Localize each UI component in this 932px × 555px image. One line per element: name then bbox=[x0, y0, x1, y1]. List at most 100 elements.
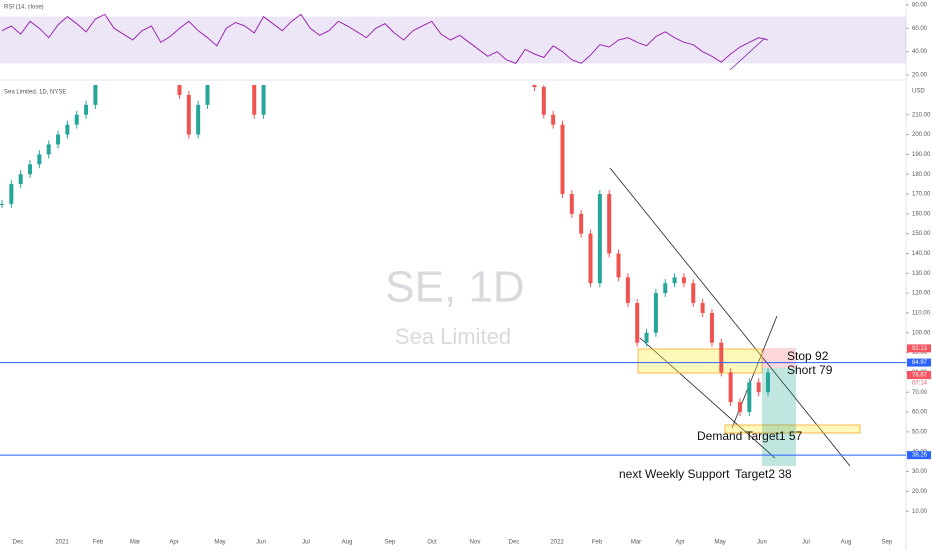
candle bbox=[672, 277, 677, 284]
rsi-line bbox=[1, 13, 769, 64]
candle bbox=[625, 277, 630, 304]
y-tick-label: 210.00 bbox=[912, 112, 931, 118]
candle bbox=[560, 124, 565, 195]
y-tick-label: 60.00 bbox=[912, 410, 928, 416]
candle bbox=[261, 85, 266, 115]
watermark-subtitle: Sea Limited bbox=[395, 324, 511, 349]
rsi-title: RSI (14, close) bbox=[4, 5, 44, 11]
candle bbox=[616, 253, 621, 278]
candle bbox=[700, 303, 705, 313]
x-tick-label: Jul bbox=[802, 540, 810, 546]
x-tick-label: Jul bbox=[302, 540, 310, 546]
candle bbox=[177, 85, 182, 95]
y-tick-label: 30.00 bbox=[912, 469, 928, 475]
currency: USD bbox=[912, 89, 925, 95]
x-tick-label: Sep bbox=[882, 540, 893, 546]
x-tick-label: Feb bbox=[93, 540, 104, 546]
rsi-band bbox=[0, 16, 906, 64]
rsi-tick-label: 40.00 bbox=[912, 49, 928, 55]
candle bbox=[756, 382, 761, 393]
y-tick-label: 140.00 bbox=[912, 251, 931, 257]
price-badge-label: 92.13 bbox=[912, 346, 928, 352]
candle bbox=[0, 203, 4, 205]
candle bbox=[709, 312, 714, 343]
price-pane bbox=[0, 85, 770, 417]
y-tick-label: 170.00 bbox=[912, 192, 931, 198]
annotation: Short 79 bbox=[787, 363, 833, 377]
y-tick-label: 150.00 bbox=[912, 231, 931, 237]
price-badge bbox=[907, 451, 931, 460]
candle bbox=[579, 213, 584, 234]
y-tick-label: 110.00 bbox=[912, 311, 931, 317]
candle bbox=[728, 372, 733, 403]
x-tick-label: 2022 bbox=[550, 540, 564, 546]
annotation: Stop 92 bbox=[787, 349, 829, 363]
candle bbox=[18, 174, 23, 185]
x-tick-label: Nov bbox=[470, 540, 481, 546]
y-tick-label: 200.00 bbox=[912, 132, 931, 138]
candle bbox=[9, 184, 14, 204]
candle bbox=[46, 144, 51, 155]
candle bbox=[644, 332, 649, 343]
x-tick-label: Aug bbox=[342, 540, 353, 546]
supply-zone bbox=[637, 348, 763, 374]
candle bbox=[653, 293, 658, 333]
x-tick-label: Oct bbox=[427, 540, 437, 546]
x-tick-label: Apr bbox=[169, 540, 178, 546]
candle bbox=[663, 283, 668, 294]
candle bbox=[93, 85, 98, 105]
y-tick-label: 190.00 bbox=[912, 152, 931, 158]
candle bbox=[56, 134, 61, 145]
candle bbox=[681, 277, 686, 284]
y-tick-label: 100.00 bbox=[912, 330, 931, 336]
y-tick-label: 20.00 bbox=[912, 489, 928, 495]
x-tick-label: Dec bbox=[509, 540, 520, 546]
annotation: next Weekly Support bbox=[619, 467, 730, 481]
x-tick-label: Aug bbox=[841, 540, 852, 546]
watermark: SE, 1D bbox=[385, 263, 524, 312]
candle bbox=[766, 372, 770, 393]
demand-zone bbox=[724, 424, 861, 434]
candle bbox=[186, 94, 191, 135]
y-tick-label: 180.00 bbox=[912, 172, 931, 178]
x-tick-label: May bbox=[714, 540, 725, 546]
x-tick-label: 2021 bbox=[55, 540, 69, 546]
y-tick-label: 10.00 bbox=[912, 509, 928, 515]
y-tick-label: 130.00 bbox=[912, 271, 931, 277]
candle bbox=[196, 104, 201, 135]
candle bbox=[691, 283, 696, 304]
candle bbox=[541, 86, 546, 115]
y-tick-label: 160.00 bbox=[912, 211, 931, 217]
candle bbox=[635, 303, 640, 343]
y-tick-label: 50.00 bbox=[912, 429, 928, 435]
x-tick-label: Jun bbox=[757, 540, 767, 546]
candle bbox=[551, 114, 556, 125]
x-tick-label: Apr bbox=[675, 540, 684, 546]
countdown: 07:14 bbox=[912, 381, 928, 387]
price-badge-label: 84.97 bbox=[912, 360, 928, 366]
price-badge bbox=[907, 344, 931, 353]
price-badge bbox=[907, 371, 931, 380]
candle bbox=[84, 104, 89, 115]
candle bbox=[532, 85, 537, 87]
drawings bbox=[609, 37, 851, 467]
symbol-title: Sea Limited, 1D, NYSE bbox=[4, 90, 66, 96]
candle bbox=[28, 164, 33, 175]
x-tick-label: Mar bbox=[631, 540, 641, 546]
price-badge-label: 78.67 bbox=[912, 373, 928, 379]
annotation: Demand Target1 57 bbox=[697, 429, 803, 443]
y-tick-label: 70.00 bbox=[912, 390, 928, 396]
x-tick-label: Mar bbox=[130, 540, 140, 546]
price-badge-label: 38.26 bbox=[912, 453, 928, 459]
x-tick-label: Sep bbox=[385, 540, 396, 546]
candle bbox=[65, 124, 70, 135]
x-tick-label: Dec bbox=[13, 540, 24, 546]
rsi-tick-label: 80.00 bbox=[912, 3, 928, 9]
price-badge bbox=[907, 358, 931, 367]
y-tick-label: 120.00 bbox=[912, 291, 931, 297]
candle bbox=[37, 154, 42, 165]
candle bbox=[569, 194, 574, 214]
x-tick-label: Feb bbox=[592, 540, 603, 546]
